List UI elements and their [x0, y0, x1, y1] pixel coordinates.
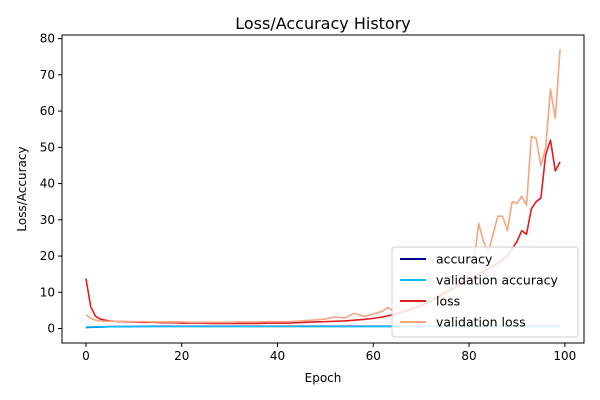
x-tick-label: 60: [366, 349, 381, 363]
y-tick-label: 10: [40, 285, 55, 299]
y-axis-label: Loss/Accuracy: [15, 146, 29, 231]
legend-label-1: validation accuracy: [436, 273, 559, 288]
chart-title: Loss/Accuracy History: [235, 14, 411, 33]
x-tick-label: 40: [270, 349, 285, 363]
x-tick-label: 0: [82, 349, 90, 363]
legend-label-2: loss: [436, 294, 460, 309]
y-tick-label: 60: [40, 104, 55, 118]
y-tick-label: 20: [40, 249, 55, 263]
legend-label-3: validation loss: [436, 315, 526, 330]
legend-label-0: accuracy: [436, 252, 493, 267]
y-tick-label: 0: [47, 322, 55, 336]
y-tick-label: 50: [40, 140, 55, 154]
x-tick-label: 100: [553, 349, 576, 363]
y-ticks: 0 10 20 30 40 50 60 70 80: [40, 32, 62, 336]
series-line-3: [85, 49, 561, 324]
x-tick-label: 20: [174, 349, 189, 363]
legend-box: [391, 246, 579, 338]
x-axis-label: Epoch: [305, 371, 342, 385]
legend: accuracy validation accuracy loss validatio…: [391, 246, 579, 338]
y-tick-label: 30: [40, 213, 55, 227]
x-tick-label: 80: [461, 349, 476, 363]
y-tick-label: 80: [40, 32, 55, 46]
axes-frame: [61, 34, 585, 344]
x-ticks: 0 20 40 60 80 100: [82, 343, 576, 363]
y-tick-label: 70: [40, 68, 55, 82]
y-tick-label: 40: [40, 177, 55, 191]
